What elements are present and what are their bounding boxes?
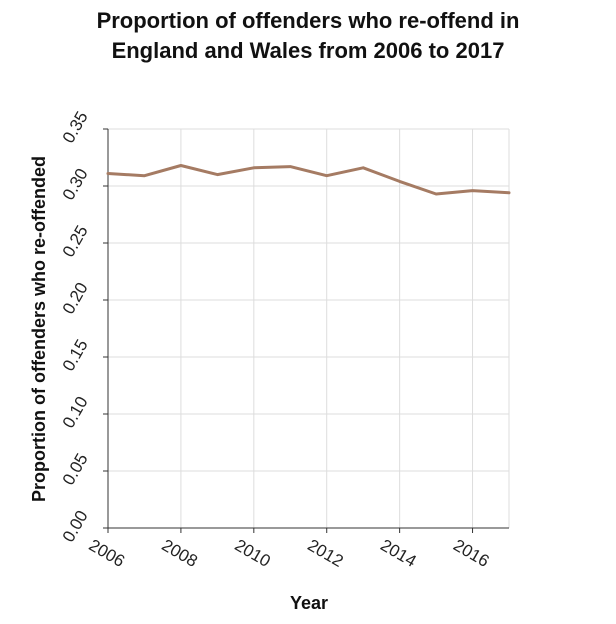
x-tick-label: 2006 [86, 536, 128, 571]
x-tick-label: 2014 [377, 536, 419, 571]
y-tick-label: 0.25 [59, 222, 92, 260]
x-tick-label: 2010 [231, 536, 273, 571]
x-tick-label: 2008 [159, 536, 201, 571]
x-tick-label: 2016 [450, 536, 492, 571]
y-tick-label: 0.05 [59, 450, 92, 488]
y-tick-label: 0.10 [59, 393, 92, 431]
chart-title: Proportion of offenders who re-offend in… [0, 6, 616, 66]
y-tick-label: 0.15 [59, 336, 92, 374]
series-group [106, 164, 511, 196]
series-line [106, 164, 511, 196]
y-tick-label: 0.35 [59, 108, 92, 146]
y-tick-label: 0.30 [59, 165, 92, 203]
x-axis-title: Year [290, 593, 328, 613]
grid-lines [107, 128, 510, 529]
y-axis-title: Proportion of offenders who re-offended [29, 156, 49, 502]
chart-title-line-2: England and Wales from 2006 to 2017 [111, 38, 505, 63]
chart-title-line-1: Proportion of offenders who re-offend in [96, 8, 520, 33]
y-tick-label: 0.20 [59, 279, 92, 317]
tick-labels: 0.00 0.05 0.10 0.15 0.20 0.25 0.30 0.35 2006 2008… [59, 108, 493, 571]
x-tick-label: 2012 [304, 536, 346, 571]
axes [103, 128, 509, 533]
y-tick-label: 0.00 [59, 507, 92, 545]
